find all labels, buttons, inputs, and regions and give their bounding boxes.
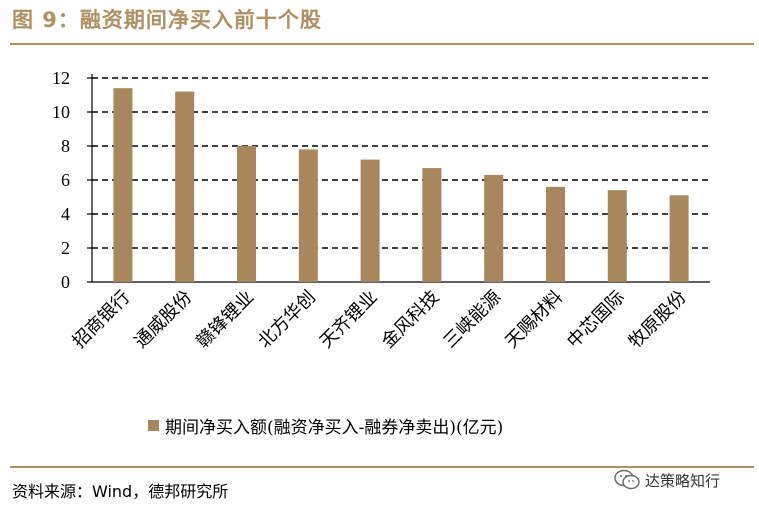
source-divider [10, 466, 754, 468]
x-tick-label: 牧原股份 [625, 287, 691, 353]
title-divider [10, 43, 754, 45]
y-tick-label: 0 [61, 272, 70, 292]
watermark: 达策略知行 [613, 468, 720, 492]
wechat-icon [614, 469, 640, 490]
x-tick-label: 招商银行 [69, 287, 135, 353]
bar [237, 146, 256, 282]
y-tick-label: 8 [61, 136, 70, 156]
y-tick-label: 10 [52, 102, 70, 122]
bar [422, 168, 442, 282]
watermark-text: 达策略知行 [645, 471, 721, 490]
bar [298, 149, 318, 282]
bar [113, 88, 133, 282]
x-tick-label: 北方华创 [254, 287, 320, 353]
x-tick-label: 通威股份 [130, 287, 196, 353]
x-tick-label: 天齐锂业 [316, 287, 382, 353]
bar [669, 195, 689, 282]
x-tick-label: 天赐材料 [501, 287, 567, 353]
bar-chart: 0 2 4 6 8 10 12 招商银行通威股份赣锋锂业北方华创天齐锂业金风科技三峡能源天赐材… [52, 68, 710, 353]
figure-title: 图 9：融资期间净买入前十个股 [12, 8, 322, 32]
y-tick-label: 6 [61, 170, 70, 190]
bar [360, 159, 380, 282]
bar [607, 190, 627, 282]
x-tick-label: 三峡能源 [439, 287, 505, 353]
x-tick-label: 金风科技 [378, 287, 444, 353]
bar [546, 186, 565, 282]
source-note: 资料来源：Wind，德邦研究所 [12, 482, 229, 501]
x-tick-label: 赣锋锂业 [192, 287, 258, 353]
y-tick-label: 4 [61, 204, 70, 224]
legend-label: 期间净买入额(融资净买入-融券净卖出)(亿元) [165, 417, 504, 438]
y-tick-label: 12 [52, 68, 70, 88]
bar [175, 91, 195, 282]
bar [484, 174, 504, 282]
chart-legend: 期间净买入额(融资净买入-融券净卖出)(亿元) [148, 413, 504, 438]
y-tick-label: 2 [61, 238, 70, 258]
x-tick-label: 中芯国际 [563, 287, 629, 353]
legend-swatch [148, 419, 159, 431]
